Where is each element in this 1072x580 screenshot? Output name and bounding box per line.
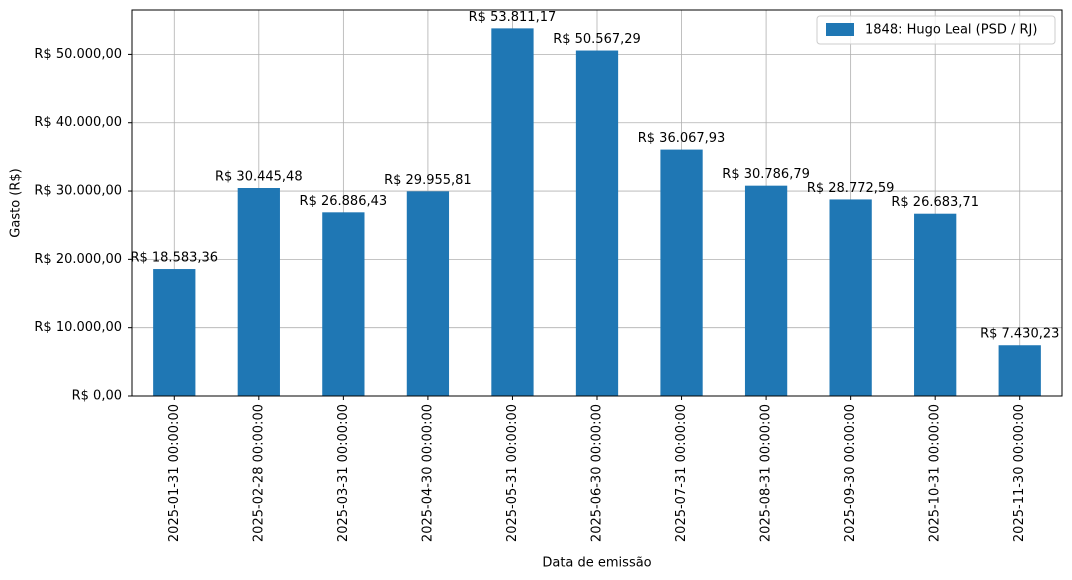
bar <box>914 213 957 396</box>
value-label: R$ 26.683,71 <box>891 195 979 210</box>
legend-label: 1848: Hugo Leal (PSD / RJ) <box>865 23 1037 38</box>
x-tick-label: 2025-04-30 00:00:00 <box>420 404 435 542</box>
legend-box <box>816 15 1056 45</box>
value-label: R$ 18.583,36 <box>130 251 218 266</box>
bar <box>322 212 365 396</box>
legend-swatch <box>826 23 854 36</box>
value-label: R$ 36.067,93 <box>638 131 726 146</box>
y-tick-label: R$ 0,00 <box>72 389 122 404</box>
y-tick-label: R$ 20.000,00 <box>34 252 122 267</box>
x-tick-label: 2025-05-31 00:00:00 <box>505 404 520 542</box>
x-tick-label: 2025-08-31 00:00:00 <box>759 404 774 542</box>
bar <box>406 191 450 396</box>
y-tick-label: R$ 50.000,00 <box>34 47 122 62</box>
bar <box>660 149 703 396</box>
y-tick-label: R$ 40.000,00 <box>34 115 122 130</box>
x-tick-label: 2025-07-31 00:00:00 <box>674 404 689 542</box>
y-axis-label: Gasto (R$) <box>9 168 24 237</box>
bar <box>237 188 280 396</box>
x-tick-label: 2025-11-30 00:00:00 <box>1012 404 1027 542</box>
value-label: R$ 50.567,29 <box>553 32 641 47</box>
value-label: R$ 7.430,23 <box>980 327 1059 342</box>
bar <box>491 28 534 397</box>
bar <box>998 345 1041 396</box>
bar <box>575 50 619 396</box>
plot-frame <box>131 9 1063 397</box>
x-tick-label: 2025-03-31 00:00:00 <box>336 404 351 542</box>
x-tick-label: 2025-09-30 00:00:00 <box>843 404 858 542</box>
x-tick-label: 2025-02-28 00:00:00 <box>251 404 266 542</box>
value-label: R$ 26.886,43 <box>300 194 388 209</box>
value-label: R$ 30.445,48 <box>215 170 303 185</box>
value-label: R$ 30.786,79 <box>722 167 810 182</box>
x-axis-label: Data de emissão <box>542 556 651 571</box>
x-tick-label: 2025-06-30 00:00:00 <box>590 404 605 542</box>
x-tick-label: 2025-10-31 00:00:00 <box>928 404 943 542</box>
x-tick-label: 2025-01-31 00:00:00 <box>167 404 182 542</box>
value-label: R$ 28.772,59 <box>807 181 895 196</box>
bar <box>153 269 196 396</box>
y-tick-label: R$ 30.000,00 <box>34 184 122 199</box>
bar <box>829 199 872 396</box>
value-label: R$ 29.955,81 <box>384 173 472 188</box>
value-label: R$ 53.811,17 <box>469 10 557 25</box>
y-tick-label: R$ 10.000,00 <box>34 320 122 335</box>
bar <box>744 185 788 396</box>
